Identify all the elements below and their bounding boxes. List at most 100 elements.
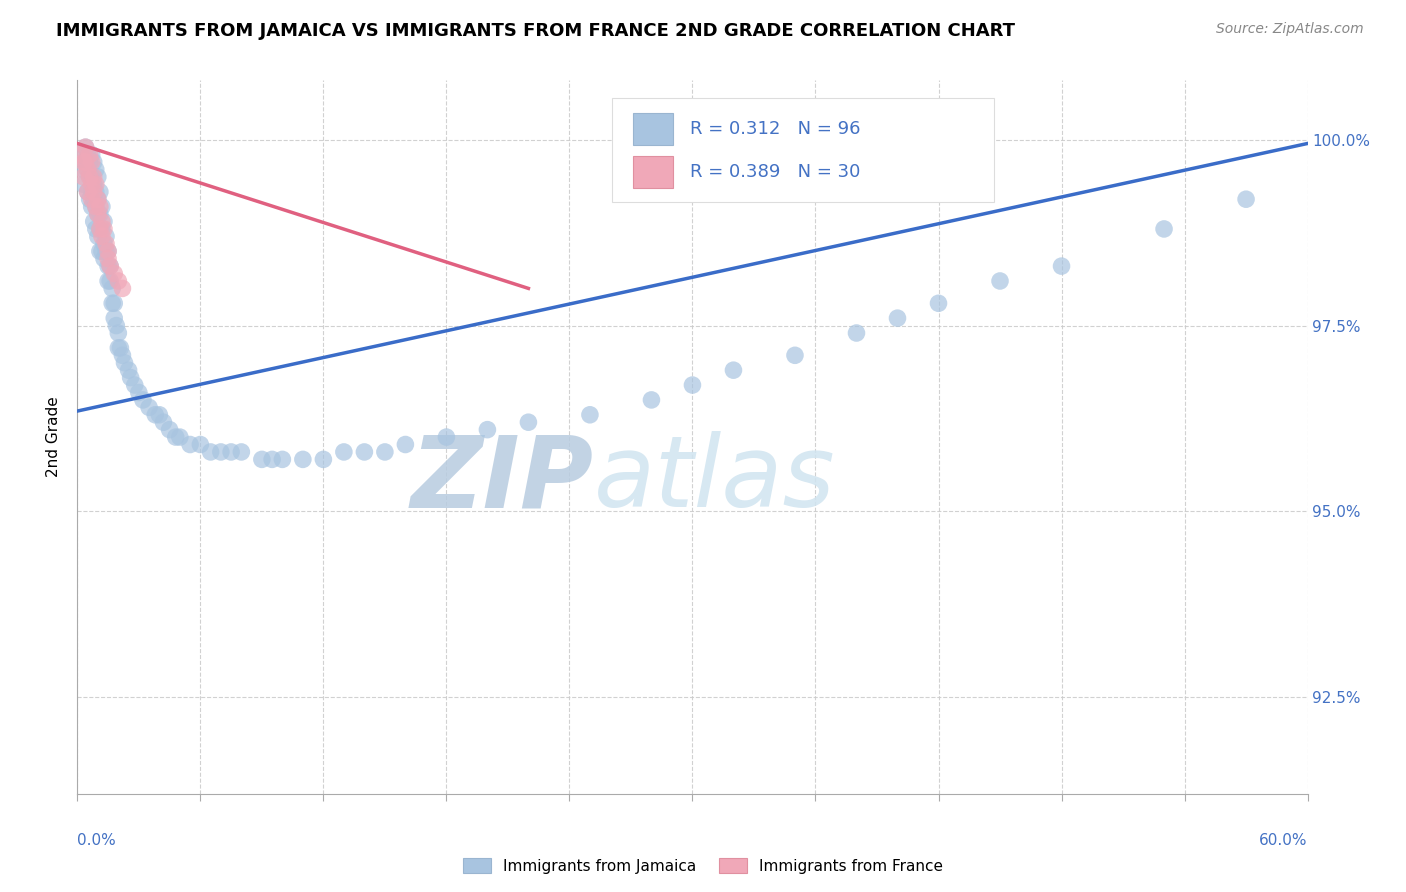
Point (103, 311, 125, 326)
Point (101, 281, 124, 295)
Point (93, 222, 115, 236)
Point (90, 214, 114, 228)
Point (103, 296, 125, 310)
Point (80, 178, 103, 192)
FancyBboxPatch shape (613, 98, 994, 202)
Point (152, 415, 174, 429)
Point (93, 214, 115, 228)
Point (374, 445, 396, 459)
Text: 60.0%: 60.0% (1260, 833, 1308, 848)
Point (83, 178, 105, 192)
Text: R = 0.389   N = 30: R = 0.389 N = 30 (690, 162, 860, 180)
Point (988, 274, 1011, 288)
Point (98, 259, 121, 273)
Point (271, 452, 294, 467)
Point (783, 348, 806, 362)
Point (97, 244, 120, 259)
Point (83, 155, 105, 169)
Point (394, 437, 416, 451)
Point (84, 200, 107, 214)
Point (72, 155, 94, 169)
FancyBboxPatch shape (634, 112, 673, 145)
Point (76, 185, 98, 199)
Point (87, 169, 110, 184)
Point (87, 192, 110, 206)
Point (72, 169, 94, 184)
Point (1050, 259, 1073, 273)
Point (105, 318, 128, 333)
Point (114, 356, 136, 370)
Point (209, 445, 232, 459)
Point (89, 222, 111, 236)
Point (84, 185, 107, 199)
Point (80, 192, 103, 206)
Point (436, 430, 458, 444)
Point (94, 236, 117, 251)
Point (231, 445, 253, 459)
Point (120, 370, 142, 384)
Point (79, 147, 101, 161)
Point (1234, 192, 1257, 206)
Point (200, 445, 222, 459)
Point (70, 147, 93, 161)
Point (517, 415, 540, 429)
Point (640, 392, 662, 407)
Point (132, 392, 155, 407)
Point (124, 378, 146, 392)
Point (179, 437, 201, 451)
Point (97, 274, 120, 288)
Point (101, 296, 124, 310)
Point (72, 162, 94, 177)
Point (80, 169, 103, 184)
Point (72, 178, 94, 192)
Point (89, 200, 111, 214)
Point (87, 207, 110, 221)
Point (723, 363, 745, 377)
Point (76, 162, 98, 177)
Point (111, 348, 134, 362)
Point (89, 207, 111, 221)
Point (94, 244, 117, 259)
Point (188, 437, 212, 451)
Point (1153, 222, 1175, 236)
Point (80, 147, 103, 161)
Point (89, 244, 111, 259)
Y-axis label: 2nd Grade: 2nd Grade (46, 397, 62, 477)
Point (90, 200, 114, 214)
Point (250, 452, 273, 467)
Point (579, 408, 602, 422)
Point (111, 281, 134, 295)
Point (83, 169, 105, 184)
Point (107, 274, 129, 288)
Point (80, 185, 103, 199)
Point (353, 445, 375, 459)
Point (75, 155, 97, 169)
Point (90, 222, 114, 236)
Point (97, 259, 120, 273)
Point (477, 423, 499, 437)
Point (76, 147, 98, 161)
Point (89, 185, 111, 199)
Text: R = 0.312   N = 96: R = 0.312 N = 96 (690, 120, 860, 137)
Point (97, 244, 120, 259)
Point (79, 169, 101, 184)
Point (97, 252, 120, 266)
Point (219, 445, 242, 459)
Point (117, 363, 139, 377)
Point (98, 259, 121, 273)
Point (138, 401, 160, 415)
Point (143, 408, 166, 422)
Point (169, 430, 191, 444)
Point (128, 385, 150, 400)
Point (75, 140, 97, 154)
Point (165, 430, 187, 444)
Text: Source: ZipAtlas.com: Source: ZipAtlas.com (1216, 22, 1364, 37)
Point (76, 162, 98, 177)
Legend: Immigrants from Jamaica, Immigrants from France: Immigrants from Jamaica, Immigrants from… (457, 852, 949, 880)
Point (291, 452, 314, 467)
Point (333, 445, 356, 459)
Point (93, 236, 115, 251)
Point (110, 341, 132, 355)
Point (87, 207, 110, 221)
Point (80, 155, 103, 169)
